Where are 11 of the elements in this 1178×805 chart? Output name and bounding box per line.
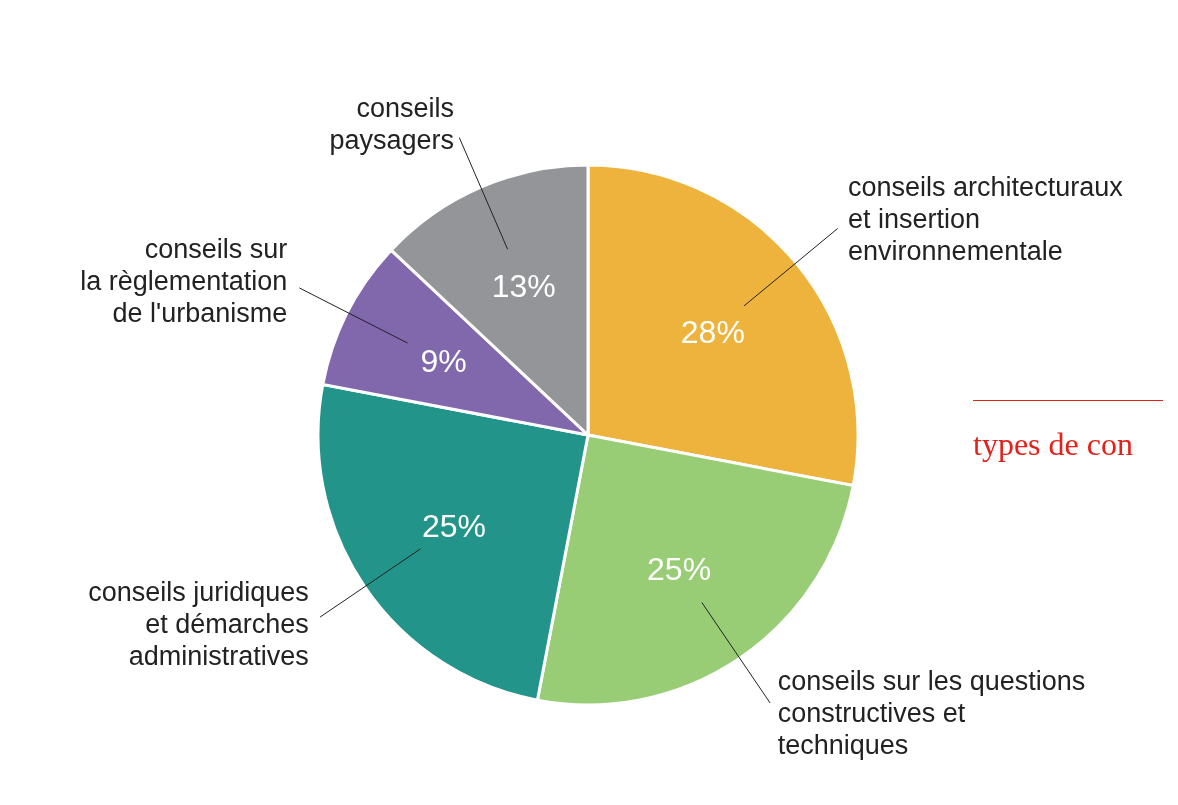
data-label: 9%	[420, 343, 467, 380]
slice-label: conseils juridiques et démarches administratives	[88, 576, 309, 671]
data-label: 13%	[491, 268, 556, 305]
data-label: 25%	[647, 550, 712, 587]
slice-label: conseils sur les questions constructives et techniques	[777, 666, 1086, 761]
slice-label: conseils paysagers	[329, 93, 454, 156]
slice-label: conseils sur la règlementation de l'urbanisme	[80, 233, 288, 328]
data-label: 28%	[680, 313, 745, 350]
data-label: 25%	[421, 508, 487, 545]
slice-label: conseils architecturaux et insertion environnementale	[848, 171, 1124, 266]
text: types de con	[973, 426, 1133, 463]
